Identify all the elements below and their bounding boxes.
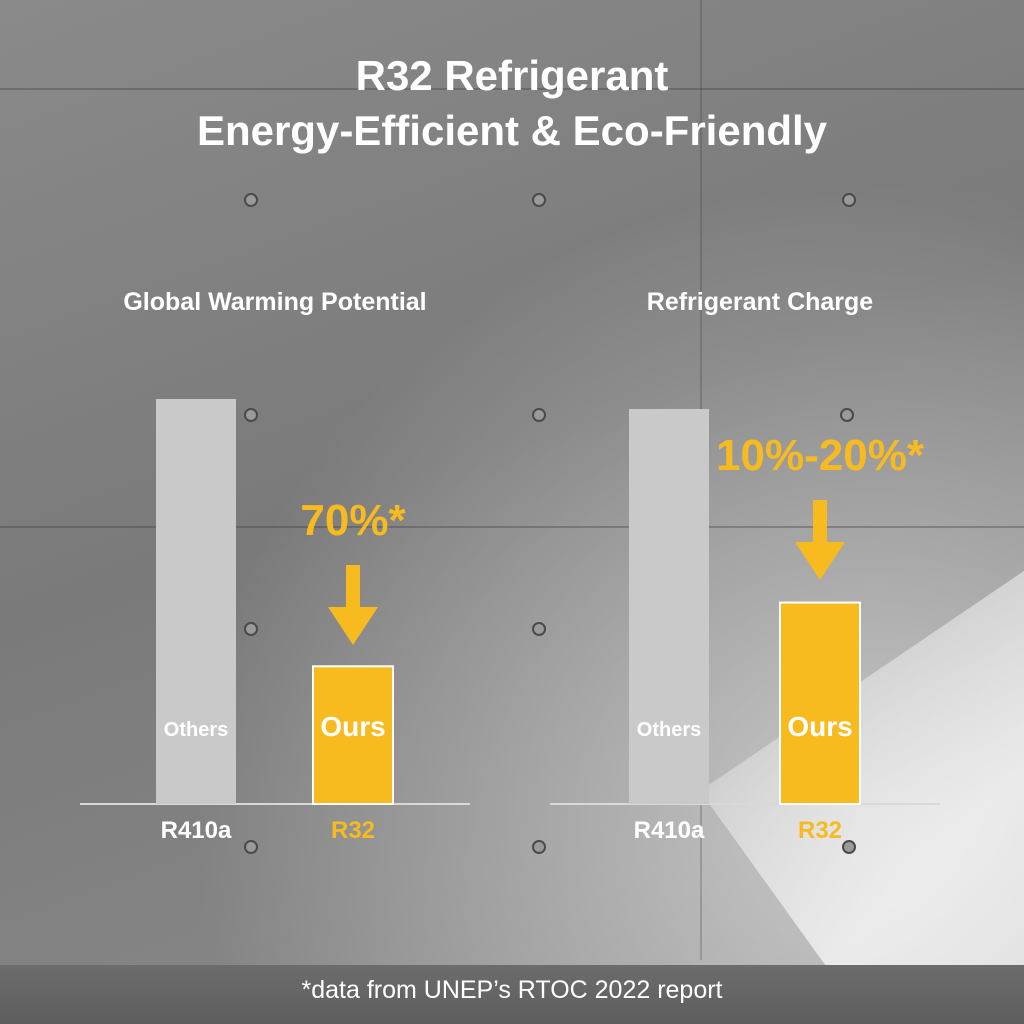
chart-title-charge: Refrigerant Charge bbox=[646, 288, 874, 316]
wall-seam bbox=[0, 88, 1024, 90]
arrow-down-icon bbox=[328, 565, 378, 645]
wall-bolt bbox=[532, 408, 546, 422]
bar-others bbox=[156, 399, 236, 804]
wall-bolt bbox=[244, 622, 258, 636]
chart-panel-charge: Others R410a Ours R32 10%-20%* bbox=[550, 409, 940, 844]
wall-bolt bbox=[840, 408, 854, 422]
wall-bolt bbox=[244, 193, 258, 207]
chart-panel-gwp: Others R410a Ours R32 70%* bbox=[80, 399, 470, 844]
bar-ours bbox=[779, 601, 861, 805]
bar-label-others: Others bbox=[637, 719, 701, 741]
floor bbox=[0, 965, 1024, 1024]
footnote: *data from UNEP’s RTOC 2022 report bbox=[301, 976, 723, 1004]
x-tick-label: R32 bbox=[331, 817, 375, 844]
bar-ours bbox=[312, 665, 394, 805]
x-tick-label: R410a bbox=[161, 817, 232, 844]
x-tick-label: R410a bbox=[634, 817, 705, 844]
bar-label-others: Others bbox=[164, 719, 228, 741]
title-line-2: Energy-Efficient & Eco-Friendly bbox=[196, 107, 828, 154]
wall-bolt bbox=[532, 622, 546, 636]
reduction-annotation: 70%* bbox=[300, 496, 406, 545]
wall-bolt bbox=[244, 408, 258, 422]
bar-label-ours: Ours bbox=[787, 711, 852, 742]
bar-others bbox=[629, 409, 709, 804]
wall-seam bbox=[0, 526, 1024, 528]
wall-bolt bbox=[244, 840, 258, 854]
wall-bolt bbox=[842, 840, 856, 854]
title-line-1: R32 Refrigerant bbox=[355, 52, 669, 99]
x-tick-label: R32 bbox=[798, 817, 842, 844]
reduction-annotation: 10%-20%* bbox=[716, 431, 925, 480]
wall-bolt bbox=[532, 193, 546, 207]
arrow-down-icon bbox=[795, 500, 845, 580]
chart-title-gwp: Global Warming Potential bbox=[123, 288, 427, 316]
wall-bolt bbox=[532, 840, 546, 854]
bar-label-ours: Ours bbox=[320, 711, 385, 742]
wall-bolt bbox=[842, 193, 856, 207]
